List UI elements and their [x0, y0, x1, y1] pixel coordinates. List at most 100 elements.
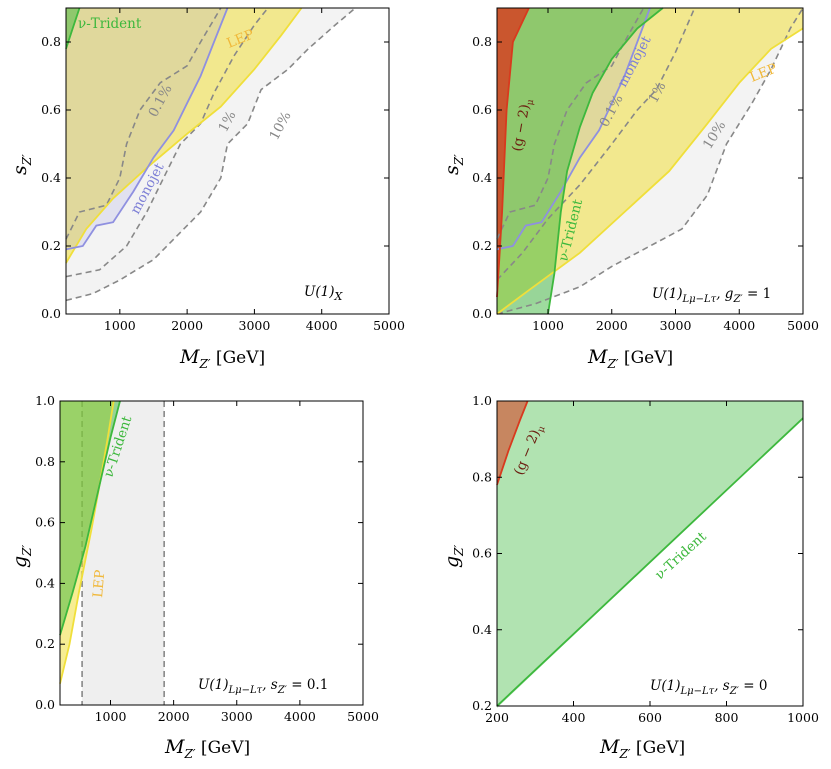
model-label-3-b: , s	[262, 677, 278, 693]
gm2-label-2-sub: μ	[525, 98, 536, 106]
x-axis-title-1: MZ′ [GeV]	[179, 346, 265, 371]
dashed-contour-1-2	[65, 7, 269, 278]
y-tick-label-3-1: 0.0	[35, 697, 55, 712]
x-tick-label-4-3: 600	[638, 710, 662, 725]
model-label-1-main: U(1)	[304, 284, 335, 300]
y-tick-label-3-3: 0.4	[35, 575, 55, 590]
y-axis-title-1-sub: Z′	[20, 154, 34, 166]
x-tick-label-4-5: 1000	[787, 710, 819, 725]
y-axis-title-4-sub: Z′	[452, 544, 466, 556]
trident-region-2	[497, 8, 663, 314]
y-axis-title-2: sZ′	[441, 154, 466, 175]
x-tick-label-3-3: 3000	[221, 709, 253, 724]
x-axis-title-4-unit: [GeV]	[631, 738, 686, 758]
ticks-4: 200 400 600 800 1000 0.2 0.4 0.6 0.8 1.0	[472, 393, 819, 725]
x-axis-title-3-sub: Z′	[183, 747, 195, 761]
y-tick-label-1-2: 0.2	[41, 238, 61, 253]
monojet-boundary-2	[496, 7, 651, 251]
y-tick-label-4-5: 1.0	[472, 393, 492, 408]
dashed-contour-2-2	[496, 7, 696, 281]
ticks-1: 1000 2000 3000 4000 5000 0.0 0.2 0.4 0.6 0.8	[41, 8, 405, 333]
model-label-4-b: , s	[714, 678, 730, 694]
plot-area-2	[496, 7, 804, 315]
lep-label-3: LEP	[90, 569, 108, 598]
x-tick-label-1-4: 4000	[306, 318, 338, 333]
model-label-4-sub2: Z′	[729, 686, 740, 697]
y-axis-title-1-main: s	[9, 165, 31, 175]
model-label-4-c: = 0	[739, 678, 767, 694]
plot-area-4	[496, 400, 804, 708]
model-label-2: U(1)Lμ−Lτ, gZ′ = 1	[652, 286, 771, 305]
model-label-4: U(1)Lμ−Lτ, sZ′ = 0	[650, 678, 767, 697]
model-label-4-a: U(1)	[650, 678, 681, 694]
y-tick-label-1-4: 0.6	[41, 102, 61, 117]
plot-area-1	[65, 7, 356, 302]
y-tick-label-4-4: 0.8	[472, 469, 492, 484]
x-tick-label-2-1: 1000	[532, 318, 564, 333]
x-tick-label-4-4: 800	[715, 710, 739, 725]
plot-area-3	[59, 400, 165, 705]
plot-frame-2	[496, 7, 804, 315]
y-tick-label-1-3: 0.4	[41, 170, 61, 185]
ticks-3: 1000 2000 3000 4000 5000 0.0 0.2 0.4 0.6 0.8 1.0	[35, 393, 379, 724]
x-axis-title-1-main: M	[179, 346, 200, 368]
model-label-3-sub2: Z′	[277, 685, 288, 696]
x-tick-label-3-1: 1000	[95, 709, 127, 724]
model-label-3-sub: Lμ−Lτ	[228, 685, 263, 696]
x-axis-title-3: MZ′ [GeV]	[164, 736, 250, 761]
model-label-2-c: = 1	[743, 286, 771, 302]
y-tick-label-3-5: 0.8	[35, 454, 55, 469]
dashed-contour-1-1	[65, 7, 356, 302]
x-tick-label-3-2: 2000	[158, 709, 190, 724]
y-axis-title-4: gZ′	[441, 544, 466, 568]
ticks-2: 1000 2000 3000 4000 5000 0.0 0.2 0.4 0.6 0.8	[472, 8, 819, 333]
y-tick-label-2-5: 0.8	[472, 34, 492, 49]
y-tick-label-4-1: 0.2	[472, 698, 492, 713]
panel-1: 1000 2000 3000 4000 5000 0.0 0.2 0.4 0.6 0.8 ν-Tr…	[9, 7, 405, 371]
y-axis-title-4-main: g	[441, 556, 463, 568]
dashed-contour-2-3	[496, 7, 645, 240]
x-tick-label-4-1: 200	[485, 710, 509, 725]
monojet-boundary-1	[65, 7, 229, 251]
y-axis-title-3: gZ′	[9, 544, 34, 568]
x-tick-label-4-2: 400	[562, 710, 586, 725]
trident-region-4	[497, 401, 803, 708]
x-axis-title-2: MZ′ [GeV]	[587, 346, 673, 371]
model-label-2-a: U(1)	[652, 286, 683, 302]
y-tick-label-1-5: 0.8	[41, 34, 61, 49]
gm2-region-4	[497, 401, 528, 485]
y-axis-title-2-sub: Z′	[452, 154, 466, 166]
model-label-3: U(1)Lμ−Lτ, sZ′ = 0.1	[198, 677, 328, 696]
x-tick-label-1-5: 5000	[373, 318, 405, 333]
y-tick-label-4-2: 0.4	[472, 622, 492, 637]
y-tick-label-2-4: 0.6	[472, 102, 492, 117]
plot-frame-1	[65, 7, 390, 315]
y-tick-label-4-3: 0.6	[472, 546, 492, 561]
trident-region-1	[66, 8, 80, 49]
x-tick-label-2-5: 5000	[787, 318, 819, 333]
x-axis-title-3-unit: [GeV]	[196, 738, 251, 758]
x-axis-title-4-main: M	[599, 736, 620, 758]
dashed-contour-2-1	[496, 7, 804, 315]
y-tick-label-3-6: 1.0	[35, 393, 55, 408]
y-axis-title-2-main: s	[441, 165, 463, 175]
model-label-2-sub: Lμ−Lτ	[682, 294, 717, 305]
trident-label-1: ν-Trident	[78, 16, 142, 32]
x-axis-title-2-main: M	[587, 346, 608, 368]
lep-boundary-2	[496, 27, 804, 315]
model-label-2-b: , g	[716, 286, 734, 302]
model-label-3-c: = 0.1	[287, 677, 328, 693]
x-axis-title-2-sub: Z′	[606, 357, 618, 371]
y-tick-label-3-2: 0.2	[35, 636, 55, 651]
model-label-4-sub: Lμ−Lτ	[680, 686, 715, 697]
x-axis-title-4-sub: Z′	[618, 747, 630, 761]
lep-boundary-1	[65, 7, 303, 264]
y-tick-label-2-3: 0.4	[472, 170, 492, 185]
gm2-label-4-sub: μ	[536, 425, 548, 434]
y-axis-title-3-main: g	[9, 556, 31, 568]
plot-frame-3	[59, 400, 364, 706]
x-tick-label-3-4: 4000	[284, 709, 316, 724]
